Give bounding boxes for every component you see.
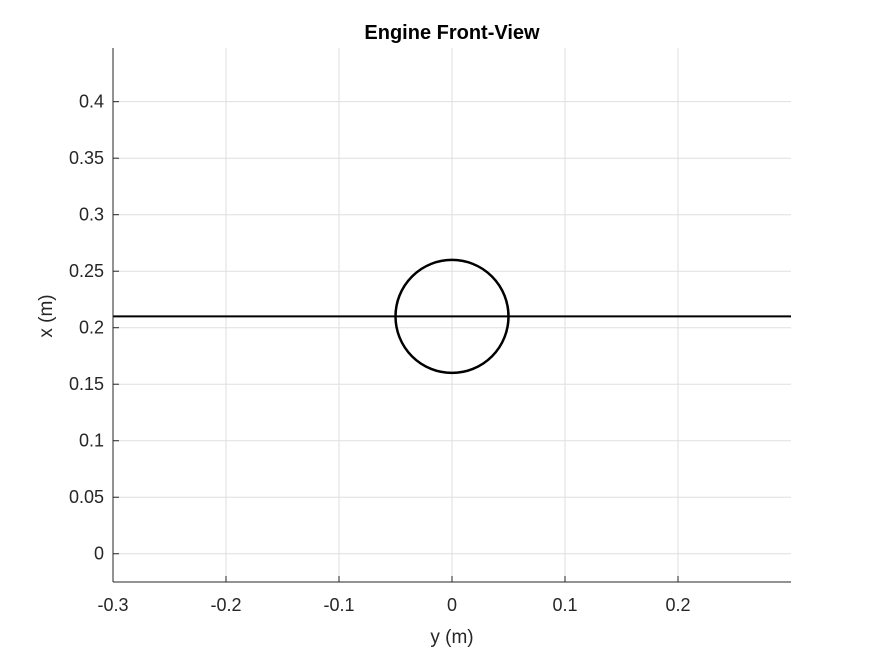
series-layer <box>113 258 791 375</box>
chart-title: Engine Front-View <box>364 22 540 44</box>
y-tick-label: 0.05 <box>69 487 104 507</box>
y-axis-label: x (m) <box>36 294 57 337</box>
x-tick-label: -0.1 <box>323 595 354 615</box>
y-tick-label: 0.3 <box>79 205 104 225</box>
y-tick-label: 0 <box>94 544 104 564</box>
y-tick-label: 0.25 <box>69 261 104 281</box>
y-tick-label: 0.35 <box>69 148 104 168</box>
engine-circle-series <box>394 258 510 375</box>
y-tick-label: 0.4 <box>79 92 104 112</box>
x-tick-label: -0.2 <box>210 595 241 615</box>
ticks-layer: -0.3 -0.2 -0.1 0 0.1 0.2 0 0.05 0.1 0.15 0.2 0.25 0.… <box>69 92 691 615</box>
y-tick-label: 0.15 <box>69 374 104 394</box>
y-tick-label: 0.1 <box>79 431 104 451</box>
x-tick-label: 0 <box>447 595 457 615</box>
x-tick-label: -0.3 <box>97 595 128 615</box>
y-tick-label: 0.2 <box>79 318 104 338</box>
x-tick-label: 0.1 <box>552 595 577 615</box>
x-tick-label: 0.2 <box>665 595 690 615</box>
x-axis-label: y (m) <box>430 627 473 648</box>
grid-layer <box>112 48 791 582</box>
